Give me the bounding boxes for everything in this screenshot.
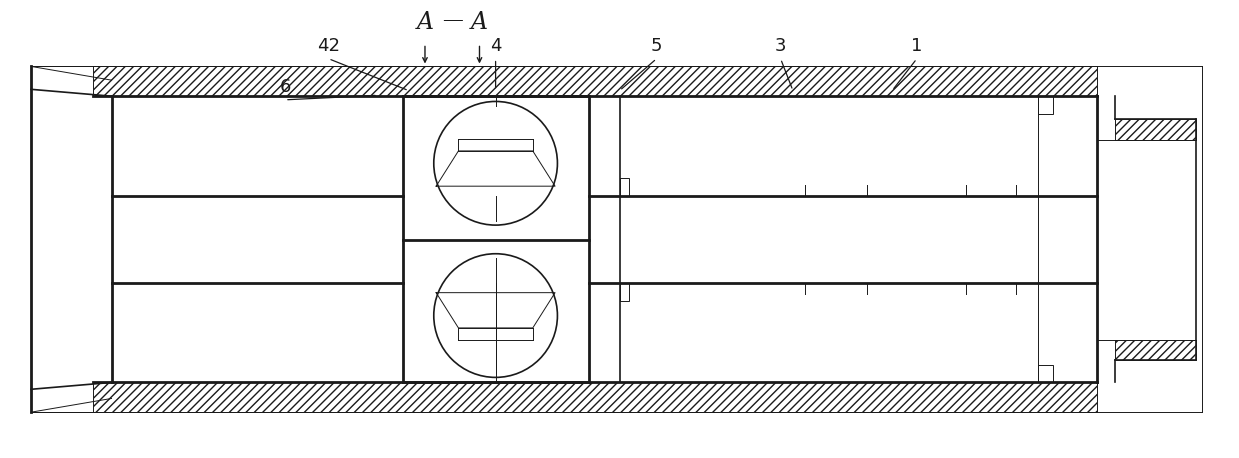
Text: 6: 6: [279, 78, 291, 96]
Bar: [93, 382, 1097, 412]
Text: 1: 1: [911, 37, 923, 55]
Bar: [1115, 119, 1196, 140]
Text: A: A: [471, 11, 488, 34]
Bar: [1115, 340, 1196, 360]
Text: —: —: [442, 11, 462, 30]
Text: 42: 42: [317, 37, 339, 55]
Bar: [1038, 96, 1053, 114]
Text: 3: 3: [774, 37, 787, 55]
Text: 4: 4: [489, 37, 502, 55]
Bar: [93, 66, 1097, 96]
Bar: [620, 283, 629, 301]
Text: 5: 5: [650, 37, 663, 55]
Bar: [1038, 365, 1053, 382]
Bar: [620, 178, 629, 196]
Text: A: A: [416, 11, 434, 34]
